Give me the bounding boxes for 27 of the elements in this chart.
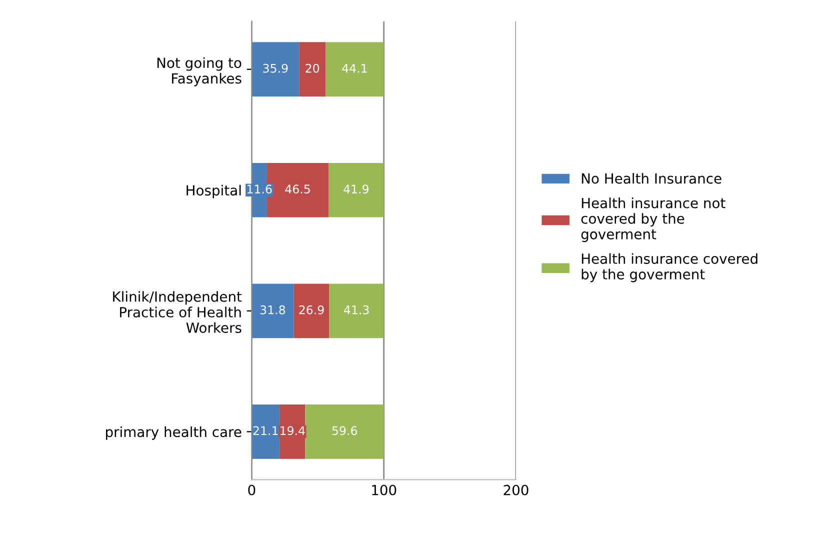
x-tick-label: 100 — [372, 484, 396, 496]
y-tick-label: Hospital — [186, 184, 241, 198]
x-tick-label: 200 — [504, 484, 528, 496]
bar — [326, 42, 384, 97]
y-tick-label: primary health care — [106, 426, 242, 440]
y-tick-label: Not going to Fasyankes — [157, 57, 242, 86]
data-label: 59.6 — [332, 426, 357, 436]
data-label: 20 — [306, 64, 320, 73]
y-tick-label: Klinik/Independent Practice of Health Workers — [113, 291, 242, 333]
data-label: 11.6 — [248, 184, 272, 194]
data-label: 46.5 — [285, 184, 310, 194]
legend-label: Health insurance not covered by the goverment — [581, 198, 726, 242]
data-label: 26.9 — [299, 305, 324, 314]
bar — [299, 42, 326, 97]
data-label: 41.9 — [344, 184, 368, 194]
legend-label: Health insurance covered by the goverment — [582, 253, 758, 282]
bar — [305, 404, 384, 459]
data-label: 41.3 — [344, 305, 369, 314]
x-tick-label: 0 — [248, 484, 256, 496]
data-label: 44.1 — [342, 64, 367, 73]
bar — [329, 284, 384, 338]
legend-label: No Health Insurance — [582, 172, 722, 184]
data-label: 35.9 — [263, 64, 288, 73]
data-label: 31.8 — [260, 305, 286, 314]
data-label: 19.4 — [280, 426, 305, 436]
bar — [328, 162, 384, 218]
data-label: 21.1 — [253, 426, 278, 435]
